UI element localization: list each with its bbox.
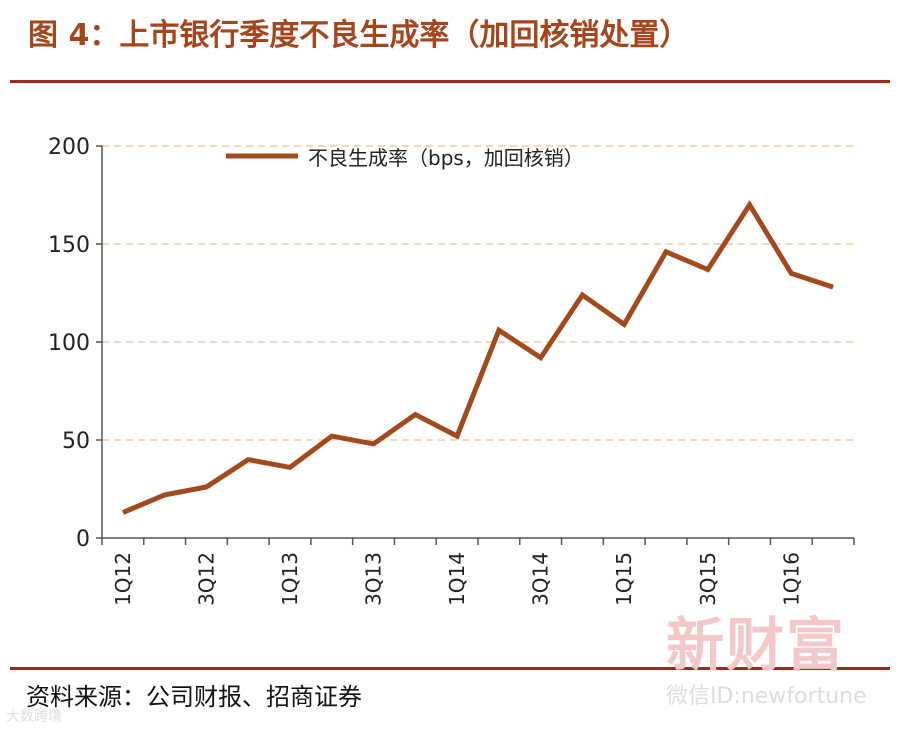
source-divider (10, 667, 890, 670)
y-tick-labels: 0 50 100 150 200 (48, 135, 90, 552)
y-tick-label: 0 (76, 527, 90, 552)
figure-title: 图 4：上市银行季度不良生成率（加回核销处置） (28, 18, 690, 53)
x-tick-label: 3Q12 (194, 552, 218, 606)
x-tick-label: 1Q15 (612, 552, 636, 606)
series-group (121, 200, 834, 515)
y-tick-label: 150 (48, 233, 90, 258)
x-tick-label: 3Q15 (696, 552, 720, 606)
axes (96, 145, 855, 545)
source-note: 资料来源：公司财报、招商证券 (26, 683, 362, 711)
x-tick-label: 1Q16 (779, 552, 803, 606)
x-tick-label: 1Q12 (111, 552, 135, 606)
gridlines (102, 145, 854, 441)
corner-watermark: 大数跨境 (6, 709, 62, 725)
x-tick-label: 3Q14 (529, 552, 553, 606)
x-tick-label: 3Q13 (362, 552, 386, 606)
wechat-watermark: 微信ID:newfortune (666, 684, 867, 709)
x-tick-labels: 1Q12 3Q12 1Q13 3Q13 1Q14 3Q14 1Q15 3Q15 1Q16 (111, 552, 803, 606)
brand-watermark: 新财富 (666, 611, 847, 679)
legend: 不良生成率（bps，加回核销） (226, 146, 584, 170)
x-tick-label: 1Q14 (445, 552, 469, 606)
y-tick-label: 50 (62, 429, 90, 454)
legend-label: 不良生成率（bps，加回核销） (308, 146, 584, 170)
series-line-0 (121, 200, 834, 515)
y-tick-label: 100 (48, 331, 90, 356)
y-tick-label: 200 (48, 135, 90, 160)
x-tick-label: 1Q13 (278, 552, 302, 606)
title-divider (10, 80, 890, 83)
